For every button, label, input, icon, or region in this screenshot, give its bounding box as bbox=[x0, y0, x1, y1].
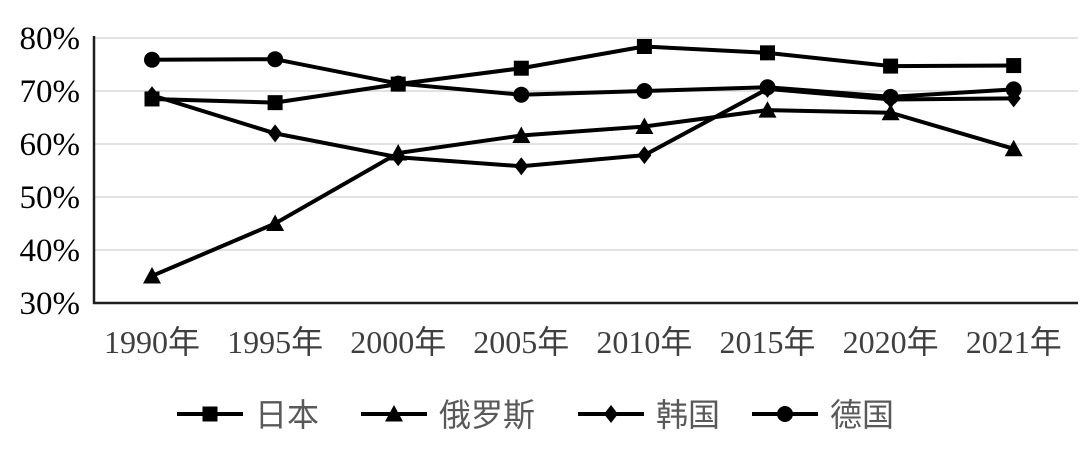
germany-circle-marker bbox=[267, 51, 284, 68]
russia-triangle-marker bbox=[1004, 139, 1023, 157]
legend-germany-circle-marker bbox=[777, 406, 793, 422]
japan-square-marker bbox=[144, 91, 160, 107]
legend-item-germany: 德国 bbox=[752, 397, 894, 433]
japan-square-marker bbox=[883, 58, 899, 74]
russia-triangle-marker bbox=[758, 101, 777, 118]
legend-label-russia: 俄罗斯 bbox=[439, 397, 535, 433]
russia-triangle-marker bbox=[881, 103, 900, 121]
legend-russia-triangle-marker bbox=[385, 405, 403, 422]
japan-square-marker bbox=[267, 95, 283, 111]
russia-triangle-marker bbox=[143, 266, 161, 284]
y-tick-label: 50% bbox=[20, 180, 81, 216]
japan-square-marker bbox=[513, 60, 529, 76]
japan-square-marker bbox=[636, 38, 652, 54]
legend-label-germany: 德国 bbox=[830, 397, 894, 433]
series-line-germany bbox=[151, 57, 1014, 99]
germany-circle-marker bbox=[636, 83, 653, 99]
x-tick-label: 2021年 bbox=[966, 324, 1062, 360]
y-tick-label: 40% bbox=[20, 233, 81, 269]
series-line-korea bbox=[151, 86, 1014, 169]
russia-triangle-marker bbox=[635, 117, 654, 135]
korea-diamond-marker bbox=[637, 146, 652, 165]
y-tick-label: 80% bbox=[20, 21, 81, 57]
legend: 日本 俄罗斯 韩国 德国 bbox=[177, 397, 894, 433]
legend-korea-diamond-marker bbox=[604, 405, 618, 423]
x-tick-label: 2020年 bbox=[843, 324, 939, 360]
series-line-japan bbox=[151, 44, 1014, 105]
russia-triangle-marker bbox=[512, 126, 531, 144]
legend-label-korea: 韩国 bbox=[656, 397, 720, 433]
germany-circle-marker bbox=[882, 88, 899, 105]
x-tick-label: 2010年 bbox=[596, 324, 692, 360]
x-tick-label: 1990年 bbox=[104, 324, 200, 360]
series-japan bbox=[144, 38, 1022, 111]
japan-square-marker bbox=[1006, 58, 1022, 74]
x-tick-label: 2015年 bbox=[719, 324, 815, 360]
y-tick-label: 70% bbox=[20, 74, 81, 110]
russia-triangle-marker bbox=[266, 214, 285, 231]
y-tick-label: 30% bbox=[20, 286, 81, 322]
germany-circle-marker bbox=[759, 79, 776, 96]
germany-circle-marker bbox=[513, 86, 530, 103]
korea-diamond-marker bbox=[268, 124, 283, 143]
japan-square-marker bbox=[390, 76, 406, 92]
legend-label-japan: 日本 bbox=[255, 397, 319, 433]
series-germany bbox=[144, 51, 1022, 105]
japan-square-marker bbox=[760, 45, 775, 61]
legend-japan-square-marker bbox=[202, 406, 218, 422]
germany-circle-marker bbox=[144, 51, 160, 68]
korea-diamond-marker bbox=[514, 157, 529, 176]
legend-item-japan: 日本 bbox=[177, 397, 319, 433]
legend-item-korea: 韩国 bbox=[578, 397, 720, 433]
russia-triangle-marker bbox=[389, 144, 408, 161]
x-tick-label: 2005年 bbox=[473, 324, 569, 360]
germany-circle-marker bbox=[1005, 81, 1022, 98]
x-tick-label: 1995年 bbox=[227, 324, 323, 360]
y-tick-label: 60% bbox=[20, 127, 81, 163]
series-russia bbox=[143, 101, 1023, 284]
legend-item-russia: 俄罗斯 bbox=[361, 397, 535, 433]
series-line-russia bbox=[151, 108, 1015, 278]
x-tick-label: 2000年 bbox=[350, 324, 446, 360]
